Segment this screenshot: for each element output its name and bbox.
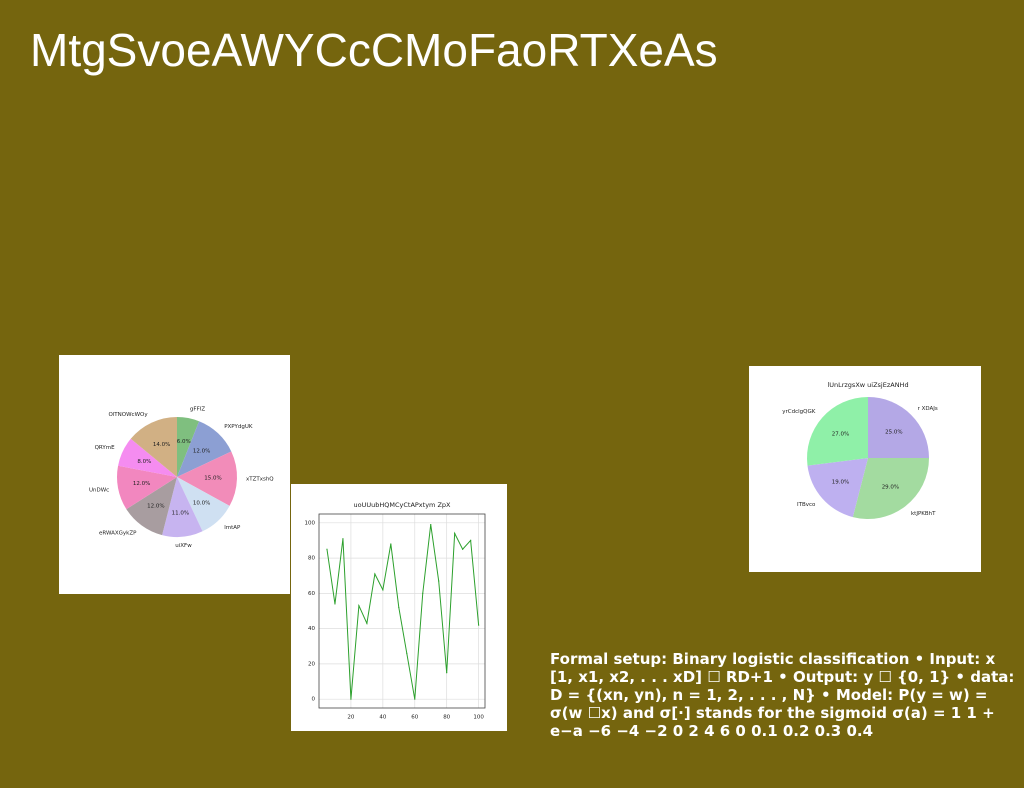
x-tick-label: 40 <box>379 715 386 721</box>
line-point <box>398 606 400 609</box>
slide-caption: Formal setup: Binary logistic classifica… <box>550 650 1015 740</box>
pie-category-label: eRWAXGykZP <box>99 530 137 536</box>
line-chart-title: uoUUubHQMCyCtAPxtym ZpX <box>354 501 452 509</box>
line-point <box>446 672 448 674</box>
pie-slice <box>130 417 177 477</box>
pie-percent-label: 12.0% <box>133 481 150 487</box>
pie-chart-panel: 6.0% gFFIZ 12.0% PXPYdgUK 15.0% xTZTxshQ 10.0%… <box>59 355 290 594</box>
pie-slice <box>177 451 237 506</box>
x-tick-label: 60 <box>411 715 418 721</box>
line-point <box>382 589 384 591</box>
pie-category-label: QRYmE <box>95 445 116 451</box>
pie-percent-label: 14.0% <box>153 442 170 448</box>
pie-percent-label: 10.0% <box>193 501 210 507</box>
pie-percent-label: 8.0% <box>137 459 151 465</box>
pie-percent-label: 15.0% <box>204 476 221 482</box>
line-point <box>470 539 472 542</box>
line-point <box>326 548 328 550</box>
line-point <box>430 523 432 526</box>
pie-percent-label: 11.0% <box>172 510 189 516</box>
y-tick-label: 0 <box>312 697 316 703</box>
line-point <box>358 605 360 607</box>
pie-category-label: ktJPKBhT <box>911 511 936 517</box>
pie-category-label: xTZTxshQ <box>246 477 274 483</box>
line-point <box>454 532 456 534</box>
pie-chart-1: 6.0% gFFIZ 12.0% PXPYdgUK 15.0% xTZTxshQ 10.0%… <box>89 407 274 549</box>
pie-category-label: UnDWc <box>89 487 109 493</box>
pie-slice <box>162 477 203 537</box>
line-series <box>326 524 480 700</box>
pie-percent-label: 27.0% <box>832 431 849 437</box>
line-point <box>334 603 336 605</box>
y-tick-label: 60 <box>308 591 315 597</box>
pie-title: lUnLrzgsXw uiZsjEzANHd <box>827 381 908 389</box>
pie-category-label: uiXFw <box>175 543 192 549</box>
line-point <box>390 543 392 545</box>
pie-category-label: r XDAJs <box>918 406 938 412</box>
y-tick-label: 100 <box>305 520 316 526</box>
pie-category-label: OlTNOWcWOy <box>108 412 148 418</box>
y-tick-label: 80 <box>308 556 315 562</box>
pie-percent-label: 6.0% <box>177 439 191 445</box>
line-chart-panel: uoUUubHQMCyCtAPxtym ZpX 20 40 60 80 100 0 20 40 6… <box>291 484 507 731</box>
plot-frame <box>318 513 486 709</box>
pie-chart-panel-2: lUnLrzgsXw uiZsjEzANHd 25.0% r XDAJs 29.0% k… <box>749 366 981 572</box>
line-point <box>342 538 344 540</box>
pie-slice <box>126 477 177 536</box>
y-tick-label: 20 <box>308 661 315 667</box>
line-point <box>414 698 416 700</box>
line-point <box>366 622 368 624</box>
pie-percent-label: 19.0% <box>832 480 849 486</box>
pie-percent-label: 12.0% <box>193 448 210 454</box>
pie-percent-label: 29.0% <box>882 484 899 490</box>
pie-category-label: lmtAP <box>224 525 241 531</box>
line-point <box>462 548 464 550</box>
pie-slice <box>177 421 232 477</box>
pie-category-label: gFFIZ <box>190 407 205 413</box>
pie-slice <box>118 438 177 477</box>
x-tick-label: 80 <box>443 715 450 721</box>
line-point <box>478 624 480 626</box>
pie-slice <box>807 458 868 518</box>
line-point <box>422 592 424 594</box>
pie-percent-label: 12.0% <box>147 504 164 510</box>
slide-title: MtgSvoeAWYCcCMoFaoRTXeAs <box>30 24 718 76</box>
pie-category-label: PXPYdgUK <box>224 424 253 430</box>
pie-category-label: yrCdclgQGK <box>782 409 815 415</box>
y-tick-label: 40 <box>308 626 315 632</box>
line-point <box>374 573 376 575</box>
pie-slice <box>852 458 929 519</box>
line-point <box>350 698 352 700</box>
pie-category-label: ITBvco <box>797 502 816 508</box>
pie-slice <box>177 417 200 477</box>
pie-percent-label: 25.0% <box>885 430 902 436</box>
line-point <box>406 652 408 654</box>
pie-chart-2: lUnLrzgsXw uiZsjEzANHd 25.0% r XDAJs 29.0% k… <box>782 381 938 519</box>
pie-slice <box>807 397 868 466</box>
x-tick-label: 20 <box>347 715 354 721</box>
x-tick-label: 100 <box>473 715 484 721</box>
line-point <box>438 580 440 582</box>
pie-slice <box>177 477 230 532</box>
pie-slice <box>117 465 177 510</box>
pie-slice <box>868 397 929 458</box>
line-chart: uoUUubHQMCyCtAPxtym ZpX 20 40 60 80 100 0 20 40 6… <box>305 501 486 721</box>
